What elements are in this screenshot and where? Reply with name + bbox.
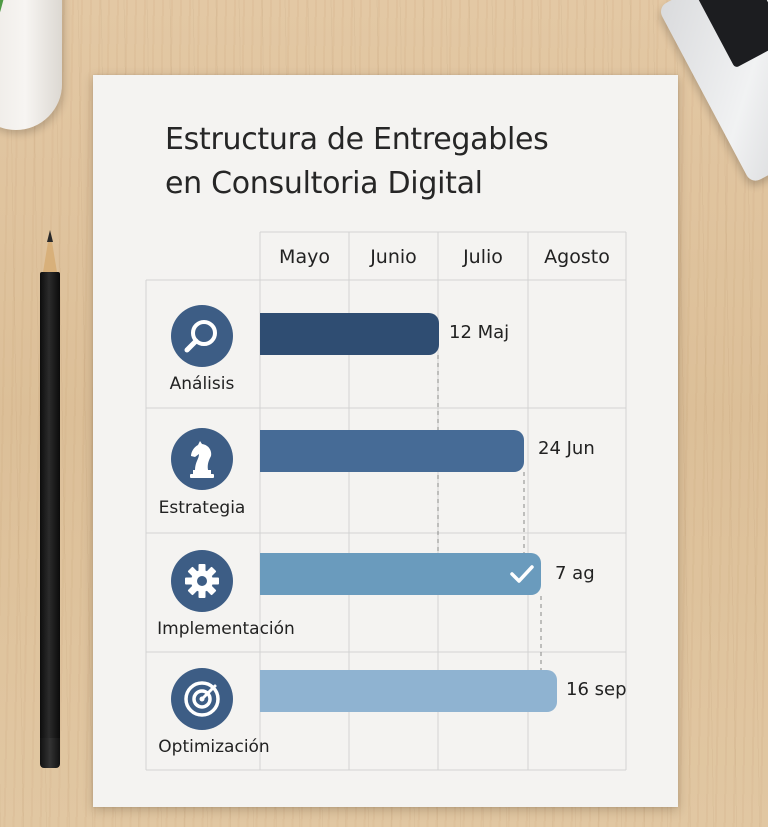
target-icon: [171, 668, 233, 730]
row-label-optimizacion: Optimización: [158, 737, 270, 757]
row-label-implementacion: Implementación: [157, 619, 295, 639]
pencil-body: [40, 272, 60, 742]
gantt-bar-analisis: [260, 313, 439, 355]
month-header-mayo: Mayo: [279, 246, 330, 268]
pencil-eraser: [40, 738, 60, 768]
bar-date-implementacion: 7 ag: [555, 563, 595, 584]
magnifier-icon: [171, 305, 233, 367]
title-line-2: en Consultoria Digital: [165, 166, 483, 201]
checkmark-icon: [510, 565, 534, 583]
plant-pot: [0, 0, 62, 130]
pencil: [38, 230, 62, 770]
month-header-julio: Julio: [463, 246, 503, 268]
gantt-bar-implementacion: [260, 553, 541, 595]
page-title: Estructura de Entregables en Consultoria…: [165, 118, 549, 206]
pencil-lead: [47, 230, 53, 242]
title-line-1: Estructura de Entregables: [165, 122, 549, 157]
gantt-bar-estrategia: [260, 430, 524, 472]
bar-date-optimizacion: 16 sep: [566, 679, 627, 700]
gear-icon: [171, 550, 233, 612]
gantt-bar-optimizacion: [260, 670, 557, 712]
month-header-agosto: Agosto: [544, 246, 610, 268]
bar-date-estrategia: 24 Jun: [538, 438, 595, 459]
row-label-analisis: Análisis: [169, 374, 235, 394]
pencil-tip: [43, 230, 57, 272]
bar-date-analisis: 12 Maj: [449, 322, 510, 343]
chess-knight-icon: [171, 428, 233, 490]
month-header-junio: Junio: [370, 246, 417, 268]
row-label-estrategia: Estrategia: [158, 498, 246, 518]
